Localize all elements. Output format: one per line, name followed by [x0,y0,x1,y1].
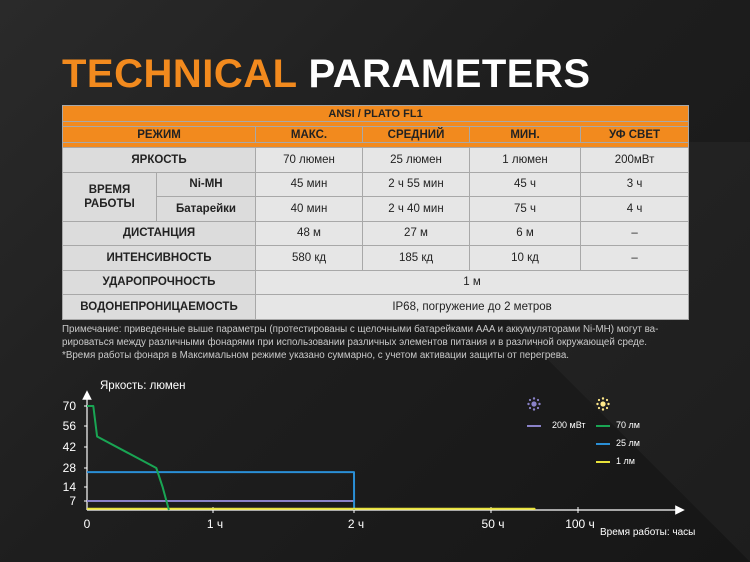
header-max: МАКС. [255,126,363,143]
page-title: TECHNICAL PARAMETERS [62,52,591,97]
table-row: ВРЕМЯ РАБОТЫ Ni-MH 45 мин 2 ч 55 мин 45 … [62,171,690,222]
table-cell: 3 ч [579,171,690,197]
footnote: Примечание: приведенные выше параметры (… [62,323,692,362]
table-cell: 185 кд [362,245,470,271]
table-cell: – [579,245,690,271]
footnote-line: рироваться между различными фонарями при… [62,337,648,348]
row-label-waterproof: ВОДОНЕПРОНИЦАЕМОСТЬ [62,294,256,320]
y-tick-label: 42 [63,440,77,454]
legend-label-uv: 200 мВт [552,420,586,430]
table-cell: 25 люмен [362,147,470,173]
x-tick-label: 100 ч [565,517,595,531]
table-cell: 48 м [255,220,363,246]
spec-table: ANSI / PLATO FL1 РЕЖИМ МАКС. СРЕДНИЙ МИН… [61,105,690,320]
x-tick-label: 0 [84,517,91,531]
legend-label-1: 1 лм [616,456,635,466]
table-cell: 10 кд [469,245,581,271]
table-row: ИНТЕНСИВНОСТЬ 580 кд 185 кд 10 кд – [62,245,690,271]
footnote-line: *Время работы фонаря в Максимальном режи… [62,350,570,361]
table-cell: IP68, погружение до 2 метров [254,294,690,320]
table-cell: – [579,220,690,246]
row-label-runtime: ВРЕМЯ РАБОТЫ [62,171,157,222]
uv-light-icon [527,397,541,411]
y-tick-label: 7 [69,494,76,508]
table-row: ВОДОНЕПРОНИЦАЕМОСТЬ IP68, погружение до … [62,294,690,320]
table-caption-row: ANSI / PLATO FL1 [61,105,690,122]
white-light-icon [596,397,610,411]
row-label-distance: ДИСТАНЦИЯ [62,220,256,246]
row-label-brightness: ЯРКОСТЬ [62,147,256,173]
x-tick-label: 2 ч [348,517,364,531]
table-cell: 45 ч [469,171,581,197]
x-axis-label: Время работы: часы [600,527,696,538]
y-tick-label: 28 [63,461,77,475]
table-cell: 2 ч 40 мин [362,196,470,222]
y-tick-label: 14 [63,480,77,494]
table-cell: 27 м [362,220,470,246]
x-tick-label: 1 ч [207,517,223,531]
table-cell: 70 люмен [255,147,363,173]
table-cell: 1 м [254,269,690,295]
table-cell: 6 м [469,220,581,246]
title-word-parameters: PARAMETERS [308,52,591,96]
header-divider [61,142,690,148]
table-row: Батарейки 40 мин 2 ч 40 мин 75 ч 4 ч [63,196,690,222]
y-tick-label: 70 [63,399,77,413]
y-axis-label: Яркость: люмен [100,380,186,392]
table-cell: 4 ч [579,196,690,222]
row-label-intensity: ИНТЕНСИВНОСТЬ [62,245,256,271]
header-uv: УФ СВЕТ [579,126,690,143]
table-row: УДАРОПРОЧНОСТЬ 1 м [62,269,690,295]
title-word-technical: TECHNICAL [62,52,297,96]
series-line-2 [87,471,356,511]
row-label-impact: УДАРОПРОЧНОСТЬ [62,269,256,295]
legend-label-70: 70 лм [616,420,640,430]
table-row: ЯРКОСТЬ 70 люмен 25 люмен 1 люмен 200мВт [62,147,690,173]
y-tick-label: 56 [63,419,77,433]
table-cell: 1 люмен [469,147,581,173]
table-caption: ANSI / PLATO FL1 [61,105,690,122]
header-min: МИН. [469,126,581,143]
table-cell: 200мВт [579,147,690,173]
series-line-1 [87,405,170,511]
table-cell: 40 мин [255,196,363,222]
series-line-3 [87,507,536,510]
x-tick-label: 50 ч [482,517,505,531]
header-medium: СРЕДНИЙ [362,126,470,143]
footnote-line: Примечание: приведенные выше параметры (… [62,324,659,335]
table-row: ДИСТАНЦИЯ 48 м 27 м 6 м – [62,220,690,246]
legend-label-25: 25 лм [616,438,640,448]
